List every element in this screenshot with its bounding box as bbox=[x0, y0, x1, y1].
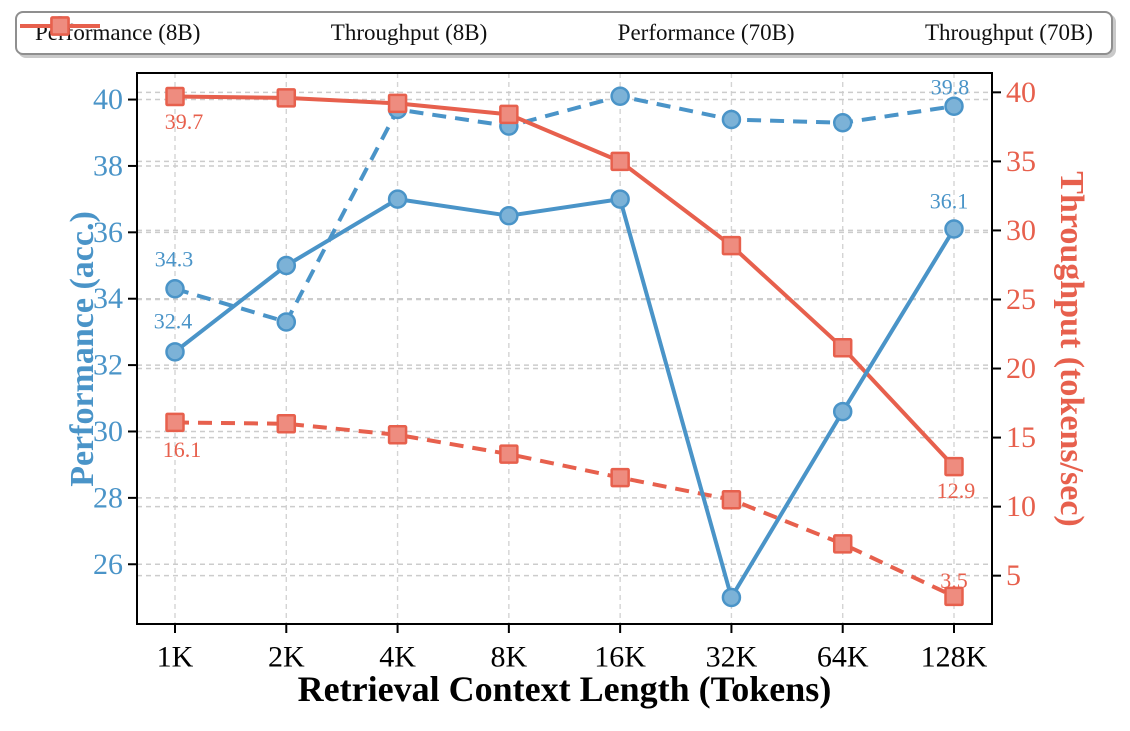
y-left-tick-label: 28 bbox=[93, 481, 123, 514]
gridlines bbox=[137, 73, 992, 624]
data-label: 39.7 bbox=[165, 109, 204, 134]
y-axis-right-title: Throughput (tokens/sec) bbox=[1053, 171, 1090, 527]
legend-label: Throughput (8B) bbox=[330, 20, 488, 45]
data-label: 36.1 bbox=[930, 189, 969, 214]
data-label: 32.4 bbox=[154, 308, 193, 333]
x-tick-label: 8K bbox=[491, 641, 528, 674]
series-line bbox=[174, 94, 956, 468]
data-label: 3.5 bbox=[940, 568, 968, 593]
y-right-tick-label: 20 bbox=[1006, 352, 1036, 385]
legend-item-throughput-70b: Throughput (70B) bbox=[20, 16, 1093, 46]
x-tick-label: 4K bbox=[379, 641, 416, 674]
y-axis-left-title: Performance (acc.) bbox=[64, 211, 101, 487]
data-label: 39.8 bbox=[931, 75, 970, 100]
x-tick-label: 1K bbox=[157, 641, 194, 674]
series-throughput-70b bbox=[165, 412, 964, 607]
y-right-tick-label: 35 bbox=[1006, 145, 1036, 178]
x-tick-label: 32K bbox=[706, 641, 758, 674]
y-left-tick-label: 40 bbox=[93, 83, 123, 116]
y-right-tick-label: 10 bbox=[1006, 490, 1036, 523]
y-left-tick-label: 34 bbox=[93, 282, 123, 315]
series-throughput-8b bbox=[165, 86, 964, 477]
data-label: 16.1 bbox=[163, 437, 202, 462]
y-right-tick-label: 15 bbox=[1006, 421, 1036, 454]
data-label: 34.3 bbox=[155, 246, 194, 271]
legend-item-throughput-8b: Throughput (8B) bbox=[20, 16, 488, 46]
legend-sample-icon bbox=[20, 16, 100, 36]
x-tick-label: 64K bbox=[817, 641, 869, 674]
series-performance-8b bbox=[165, 189, 964, 608]
y-left-tick-label: 38 bbox=[93, 149, 123, 182]
legend-item-performance-70b: Performance (70B) bbox=[20, 16, 795, 46]
y-right-tick-label: 40 bbox=[1006, 76, 1036, 109]
x-axis-title: Retrieval Context Length (Tokens) bbox=[297, 669, 832, 709]
value-annotations: 39.7 34.3 32.4 16.1 39.8 36.1 12.9 3.5 bbox=[154, 75, 976, 593]
axis-ticks: 26 28 30 32 34 36 38 40 5 10 15 20 25 30 35 40 1K 2K 4K 8K 1… bbox=[93, 76, 1036, 674]
y-left-tick-label: 30 bbox=[93, 415, 123, 448]
y-left-tick-label: 26 bbox=[93, 548, 123, 581]
series-line bbox=[174, 420, 955, 599]
x-tick-label: 16K bbox=[594, 641, 646, 674]
series-line bbox=[174, 94, 955, 324]
y-right-tick-label: 5 bbox=[1006, 559, 1021, 592]
series-line bbox=[173, 197, 956, 600]
y-right-tick-label: 30 bbox=[1006, 214, 1036, 247]
data-label: 12.9 bbox=[937, 478, 976, 503]
legend-label: Performance (70B) bbox=[617, 20, 795, 45]
y-right-tick-label: 25 bbox=[1006, 283, 1036, 316]
x-tick-label: 128K bbox=[921, 641, 988, 674]
y-left-tick-label: 36 bbox=[93, 216, 123, 249]
y-left-tick-label: 32 bbox=[93, 349, 123, 382]
plot-border bbox=[136, 72, 993, 625]
legend-label: Throughput (70B) bbox=[924, 20, 1093, 45]
x-tick-label: 2K bbox=[268, 641, 305, 674]
legend-box: Performance (8B) Throughput (8B) Performan… bbox=[15, 11, 1113, 55]
